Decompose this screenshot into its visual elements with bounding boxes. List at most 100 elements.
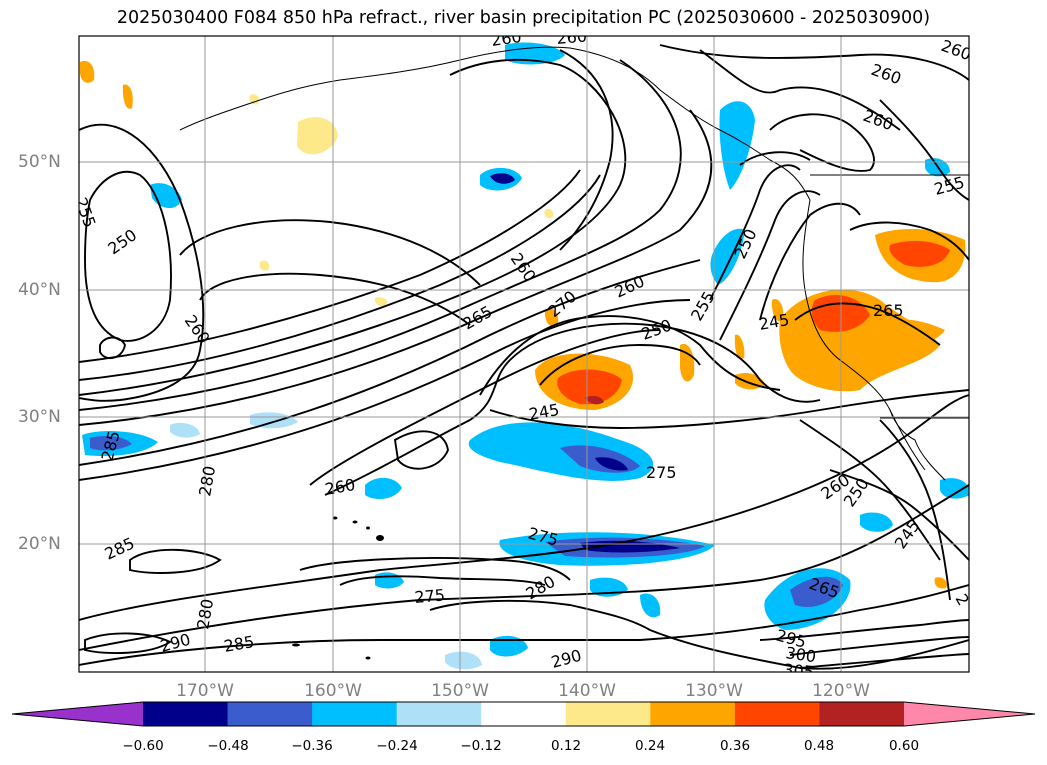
shade-red-32n <box>557 369 622 405</box>
shade-blue-coast-us <box>710 228 745 285</box>
contour-line <box>199 272 471 326</box>
shade-orange-small-5 <box>122 84 133 109</box>
island-shape <box>365 656 371 660</box>
colorbar-tick-label: 0.24 <box>634 738 666 754</box>
shade-yellow-small-3 <box>374 297 388 307</box>
map-title: 2025030400 F084 850 hPa refract., river … <box>116 8 931 28</box>
contour-line <box>789 636 969 656</box>
hawaiian-islands <box>292 516 384 660</box>
contour-line <box>659 44 969 81</box>
contour-label: 260 <box>490 27 523 50</box>
contour-line <box>699 49 901 131</box>
shade-blue-small-4 <box>860 512 893 532</box>
contour-line <box>719 190 821 341</box>
shade-orange-35n-east <box>870 318 945 347</box>
lon-label-140w: 140°W <box>558 681 616 701</box>
shade-red-interior <box>889 240 950 267</box>
coastline-baja <box>889 409 946 481</box>
contour-line <box>129 548 222 574</box>
contour-line <box>79 299 691 481</box>
shade-blue-coast-bc <box>719 101 755 190</box>
shade-orange-small-7 <box>734 334 745 359</box>
lon-label-150w: 150°W <box>431 681 489 701</box>
colorbar-segment <box>734 702 820 726</box>
lon-label-130w: 130°W <box>685 681 743 701</box>
contour-line <box>794 302 941 346</box>
contour-line <box>179 219 481 286</box>
shade-blue-small-8 <box>940 478 969 499</box>
contour-label: 260 <box>556 26 588 48</box>
shade-blue-small-6 <box>490 635 528 657</box>
colorbar-segment <box>143 702 229 726</box>
colorbar-segment <box>312 702 398 726</box>
colorbar-tick-label: 0.36 <box>719 738 751 754</box>
contour-line <box>99 336 126 360</box>
lat-label-50n: 50°N <box>18 152 61 172</box>
shade-darkblue-southeast <box>790 576 843 608</box>
contour-line <box>324 322 821 496</box>
contour-line <box>879 419 951 601</box>
contour-line <box>79 58 627 396</box>
colorbar-segment <box>481 702 567 726</box>
contour-line <box>84 170 172 342</box>
colorbar-outline <box>11 701 1036 727</box>
shade-navy-48n <box>490 173 515 184</box>
contour-line <box>79 584 969 666</box>
shade-orange-small-6 <box>544 308 559 327</box>
contour-label: 275 <box>414 585 446 607</box>
lon-label-170w: 170°W <box>176 681 234 701</box>
colorbar <box>11 701 1036 727</box>
colorbar-tick-label: −0.12 <box>460 738 502 754</box>
colorbar-tick-label: 0.60 <box>888 738 920 754</box>
contour-line <box>769 113 875 172</box>
colorbar-segment <box>565 702 651 726</box>
contour-line <box>879 99 969 201</box>
shade-yellow-small-6 <box>934 577 948 589</box>
contour-line <box>79 259 701 466</box>
contour-line <box>759 619 969 641</box>
colorbar-segment <box>12 702 143 726</box>
contour-line <box>539 344 701 386</box>
shade-lightblue-1 <box>170 422 200 438</box>
contour-line <box>829 469 969 561</box>
graticule <box>79 36 969 672</box>
coastline-alaska <box>179 46 811 201</box>
shade-yellow-small-4 <box>259 260 270 271</box>
island-shape <box>292 643 300 647</box>
contour-line <box>559 49 614 251</box>
colorbar-segment <box>227 702 313 726</box>
contour-line <box>799 653 969 669</box>
contour-line <box>479 315 781 396</box>
lat-label-20n: 20°N <box>18 534 61 554</box>
colorbar-tick-label: −0.36 <box>291 738 333 754</box>
contour-line <box>299 557 571 581</box>
shade-yellow-small-5 <box>544 208 554 219</box>
contour-line <box>84 632 172 655</box>
island-shape <box>376 535 384 541</box>
map-frame <box>78 35 970 673</box>
shade-orange-small-4 <box>80 60 95 83</box>
colorbar-segment <box>396 702 482 726</box>
island-shape <box>352 520 358 524</box>
island-shape <box>366 526 370 530</box>
contour-label: 275 <box>646 463 677 482</box>
shade-blue-25n <box>365 477 402 500</box>
contour-line <box>79 59 682 411</box>
lat-label-30n: 30°N <box>18 407 61 427</box>
shade-darkblue-west-30n <box>90 436 132 451</box>
contour-line <box>79 169 581 363</box>
colorbar-segments <box>12 702 1035 726</box>
shade-orange-small-8 <box>771 299 784 322</box>
colorbar-segment <box>819 702 905 726</box>
shade-darkred-32n <box>585 395 604 405</box>
contour-line <box>739 151 811 166</box>
contour-label: 265 <box>873 301 904 320</box>
colorbar-segment <box>650 702 736 726</box>
contour-label: 305 <box>783 660 815 682</box>
contour-line <box>429 599 969 670</box>
shade-navy-30n <box>595 457 628 471</box>
contour-line <box>79 123 205 402</box>
island-shape <box>332 516 338 520</box>
contour-line <box>79 109 713 426</box>
contour-line <box>309 329 661 486</box>
